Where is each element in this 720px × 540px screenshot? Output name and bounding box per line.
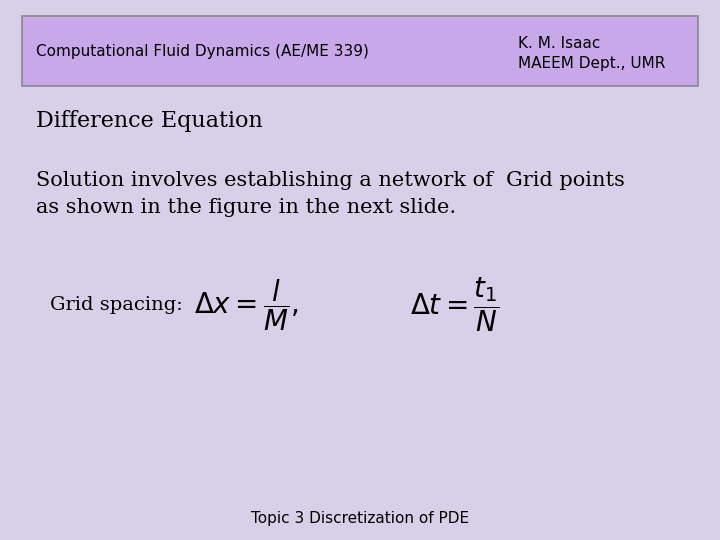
Text: K. M. Isaac: K. M. Isaac — [518, 36, 600, 51]
Text: $\Delta x = \dfrac{l}{M},$: $\Delta x = \dfrac{l}{M},$ — [194, 277, 300, 333]
Text: Grid spacing:: Grid spacing: — [50, 296, 183, 314]
Text: as shown in the figure in the next slide.: as shown in the figure in the next slide… — [36, 198, 456, 218]
Text: $\Delta t = \dfrac{t_1}{N}$: $\Delta t = \dfrac{t_1}{N}$ — [410, 276, 500, 334]
Text: Difference Equation: Difference Equation — [36, 111, 263, 132]
Text: MAEEM Dept., UMR: MAEEM Dept., UMR — [518, 56, 666, 71]
Text: Computational Fluid Dynamics (AE/ME 339): Computational Fluid Dynamics (AE/ME 339) — [36, 44, 369, 59]
FancyBboxPatch shape — [22, 16, 698, 86]
Text: Solution involves establishing a network of  Grid points: Solution involves establishing a network… — [36, 171, 625, 191]
Text: Topic 3 Discretization of PDE: Topic 3 Discretization of PDE — [251, 511, 469, 526]
